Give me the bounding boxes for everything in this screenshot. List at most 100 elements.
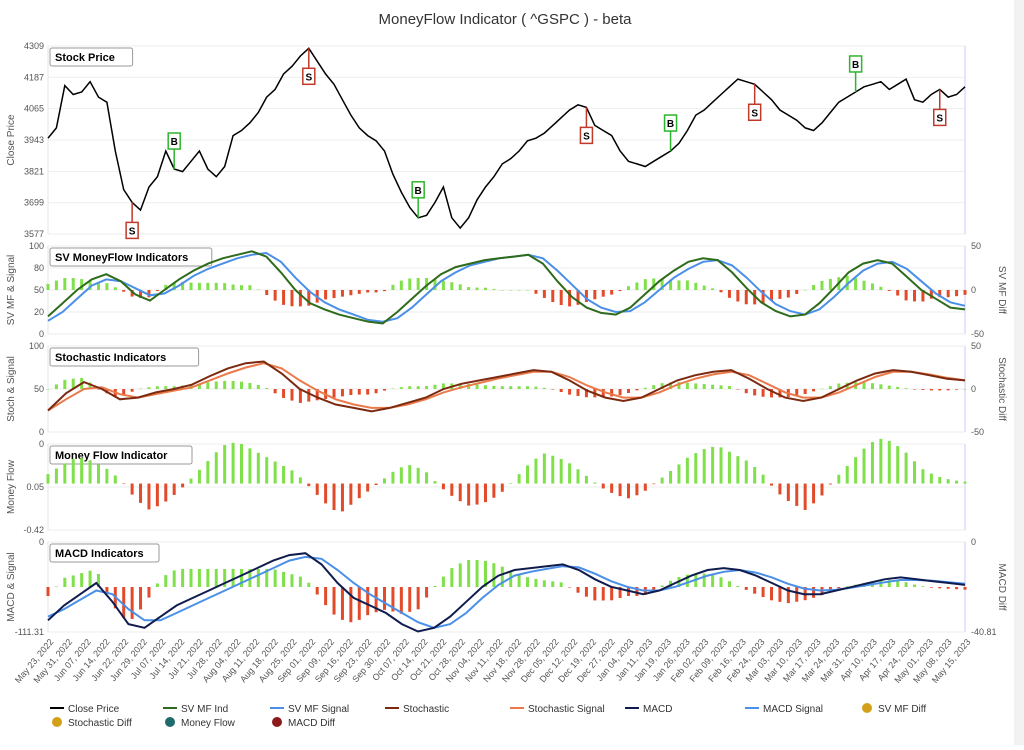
money-flow-bar [54,468,58,484]
money-flow-bar [467,483,471,506]
macd-diff-bar [383,587,387,610]
macd-diff-bar [719,577,723,587]
sv-mf-diff-bar [626,286,630,290]
sv-mf-diff-bar [913,290,917,302]
macd-diff-bar [349,587,353,623]
stochastic-diff-bar [248,382,252,389]
y-tick-label: -0.42 [23,525,44,535]
page-scrollbar[interactable] [1014,0,1024,745]
money-flow-bar [551,455,555,484]
macd-diff-bar [795,587,799,602]
stochastic-diff-bar [416,386,420,389]
sv-mf-diff-bar [660,278,664,290]
stochastic-diff-bar [685,382,689,389]
money-flow-bar [265,457,269,484]
buy-marker-label: B [415,186,422,197]
y-axis-title: MACD & Signal [6,552,17,621]
money-flow-bar [408,465,412,484]
stochastic-diff-bar [887,385,891,389]
money-flow-bar [955,480,959,484]
sv-mf-diff-bar [584,290,588,303]
sv-mf-diff-bar [155,290,159,292]
macd-diff-bar [483,560,487,587]
legend-item: SV MF Signal [270,704,349,715]
macd-diff-bar [584,587,588,597]
money-flow-bar [711,446,715,484]
sv-mf-diff-bar [88,281,92,290]
stochastic-line [47,360,966,413]
y-tick-label-right: -50 [971,427,984,437]
y-tick-label: 3699 [24,198,44,208]
legend-item: Stochastic [385,704,449,715]
sv-mf-diff-bar [854,277,858,290]
stochastic-diff-bar [652,385,656,389]
y-axis-title: Stoch & Signal [6,356,17,422]
stochastic-diff-bar [929,389,933,391]
money-flow-bar [88,460,92,484]
sv-mf-diff-bar [862,280,866,290]
sv-mf-diff-bar [164,284,168,290]
stochastic-diff-bar [820,388,824,390]
sv-mf-diff-bar [677,280,681,290]
money-flow-bar [164,483,168,502]
legend-label: Close Price [68,704,120,715]
macd-diff-bar [778,587,782,602]
stochastic-diff-bar [46,389,50,390]
stochastic-diff-bar [383,389,387,391]
macd-diff-bar [727,581,731,587]
sv-mf-diff-bar [685,280,689,290]
stochastic-diff-bar [862,382,866,389]
stochastic-diff-bar [517,386,521,389]
macd-diff-bar [652,587,656,591]
stochastic-diff-bar [761,389,765,397]
sv-mf-diff-bar [727,290,731,298]
stochastic-diff-bar [88,382,92,389]
sv-mf-diff-bar [130,290,134,297]
money-flow-bar [298,477,302,484]
macd-diff-bar [450,568,454,587]
y-tick-label: 3943 [24,135,44,145]
money-flow-bar [694,453,698,484]
macd-diff-bar [290,574,294,587]
money-flow-bar [139,483,143,503]
money-flow-bar [837,474,841,484]
chart-title: MoneyFlow Indicator ( ^GSPC ) - beta [379,11,633,28]
panel-title-box: Stock Price [49,47,134,67]
stochastic-diff-bar [214,381,218,389]
macd-diff-bar [896,580,900,587]
sv-mf-diff-bar [80,279,84,290]
legend-item: MACD [625,704,672,715]
sv-mf-diff-bar [290,290,294,307]
sv-mf-diff-bar [46,284,50,290]
money-flow-bar [753,467,757,484]
money-flow-bar [324,483,328,504]
money-flow-bar [643,483,647,491]
panel-title: Stochastic Indicators [55,352,166,364]
stochastic-diff-bar [736,389,740,390]
money-flow-bar [812,483,816,504]
sell-marker-label: S [751,108,758,119]
legend-label: Stochastic [403,704,449,715]
panel-title-frame [49,445,193,465]
money-flow-bar [778,483,782,495]
sv-mf-diff-bar [357,290,361,294]
macd-diff-bar [938,587,942,589]
money-flow-bar [189,478,193,484]
macd-line [47,552,966,633]
stochastic-diff-bar [509,386,513,389]
buy-marker-label: B [171,137,178,148]
stochastic-diff-bar [315,389,319,401]
macd-diff-bar [374,587,378,613]
money-flow-bar [172,483,176,495]
macd-diff-bar [164,575,168,587]
money-flow-bar [197,469,201,484]
y-tick-label: -111.31 [15,627,44,637]
stochastic-diff-bar [483,385,487,389]
macd-diff-bar [340,587,344,620]
legend-label: SV MF Signal [288,704,349,715]
y-tick-label: 100 [29,241,44,251]
money-flow-bar [458,483,462,502]
money-flow-bar [391,471,395,484]
buy-marker-label: B [667,119,674,130]
